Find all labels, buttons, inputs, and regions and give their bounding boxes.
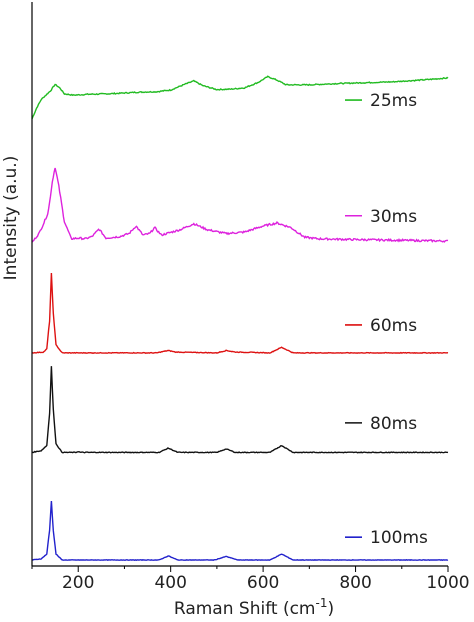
- x-axis-title: Raman Shift (cm-1): [174, 596, 334, 619]
- series-line-30ms: [31, 167, 449, 243]
- legend-label-80ms: 80ms: [370, 414, 417, 434]
- series-line-80ms: [31, 366, 449, 454]
- y-axis-title: Intensity (a.u.): [1, 156, 21, 281]
- series-line-100ms: [31, 500, 449, 561]
- series-line-25ms: [31, 75, 449, 120]
- x-tick-label: 1000: [426, 573, 469, 593]
- legend-label-60ms: 60ms: [370, 316, 417, 336]
- legend: 25ms 30ms 60ms 80ms 100ms: [345, 91, 428, 548]
- legend-label-25ms: 25ms: [370, 91, 417, 111]
- axes: 200 400 600 800 1000: [31, 2, 470, 593]
- x-tick-label: 200: [62, 573, 94, 593]
- x-tick-label: 600: [247, 573, 279, 593]
- x-tick-label: 400: [154, 573, 186, 593]
- x-tick-label: 800: [339, 573, 371, 593]
- legend-label-100ms: 100ms: [370, 528, 428, 548]
- legend-label-30ms: 30ms: [370, 207, 417, 227]
- series-line-60ms: [31, 272, 449, 355]
- plot-area: [31, 75, 449, 561]
